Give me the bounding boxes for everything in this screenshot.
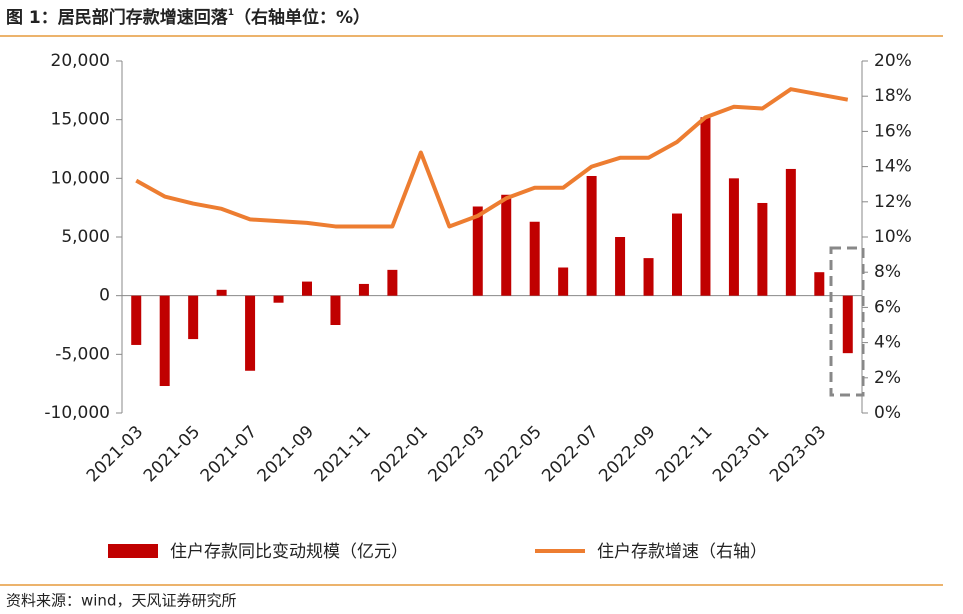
x-tick-label: 2022-07 [538, 422, 602, 486]
y2-tick-label: 20% [874, 51, 912, 71]
bar [330, 295, 341, 325]
x-tick-label: 2021-09 [254, 422, 318, 486]
y-tick-label: 5,000 [61, 227, 110, 247]
bar [785, 168, 796, 296]
y2-tick-label: 14% [874, 157, 912, 177]
x-tick-label: 2023-01 [709, 422, 773, 486]
highlight-box [829, 246, 865, 397]
bar [529, 221, 540, 296]
x-tick-label: 2023-03 [766, 422, 830, 486]
x-tick-label: 2021-05 [140, 422, 204, 486]
x-tick-label: 2022-05 [481, 422, 545, 486]
line [135, 87, 849, 229]
y-tick-label: 15,000 [51, 110, 110, 130]
bar [558, 267, 569, 296]
bar [842, 295, 853, 354]
y-tick-label: 0 [99, 286, 110, 306]
x-tick-label: 2022-09 [595, 422, 659, 486]
bar [615, 237, 626, 296]
x-tick-label: 2022-01 [368, 422, 432, 486]
chart-title: 图 1：居民部门存款增速回落1（右轴单位：%） [6, 7, 370, 28]
y-tick-label: 10,000 [51, 168, 110, 188]
legend-label: 住户存款同比变动规模（亿元） [170, 542, 408, 562]
bar [387, 269, 398, 296]
y2-tick-label: 6% [874, 297, 901, 317]
bar [188, 295, 199, 340]
x-tick-label: 2021-03 [83, 422, 147, 486]
bar [358, 283, 369, 296]
x-tick-label: 2022-03 [424, 422, 488, 486]
y2-tick-label: 2% [874, 368, 901, 388]
y-tick-label: 20,000 [51, 51, 110, 71]
title-note: 1 [228, 8, 234, 18]
bar [245, 295, 256, 371]
y-tick-label: -5,000 [55, 344, 110, 364]
bar [757, 202, 768, 296]
bar [501, 194, 512, 296]
source: 资料来源：wind，天风证券研究所 [6, 592, 236, 610]
bar [672, 213, 682, 296]
bar [131, 295, 142, 345]
x-tick-label: 2022-11 [652, 422, 716, 486]
y2-tick-label: 4% [874, 333, 901, 353]
y2-tick-label: 0% [874, 403, 901, 423]
y2-tick-label: 18% [874, 86, 912, 106]
bar [273, 295, 284, 303]
y2-tick-label: 8% [874, 262, 901, 282]
y2-tick-label: 12% [874, 192, 912, 212]
bar [586, 175, 597, 296]
bar [159, 295, 170, 387]
title-main: 图 1：居民部门存款增速回落 [6, 7, 229, 28]
x-tick-label: 2021-11 [311, 422, 375, 486]
y2-tick-label: 16% [874, 121, 912, 141]
x-tick-label: 2021-07 [197, 422, 261, 486]
bar [643, 258, 654, 296]
bar [700, 117, 711, 296]
bar [302, 281, 312, 296]
title-suffix: （右轴单位：%） [234, 7, 370, 28]
bar [728, 178, 739, 296]
y-tick-label: -10,000 [44, 403, 110, 423]
bar [814, 272, 825, 296]
bar [472, 206, 483, 296]
legend-swatch [108, 544, 158, 558]
y2-tick-label: 10% [874, 227, 912, 247]
legend-label: 住户存款增速（右轴） [597, 542, 767, 562]
bar [216, 289, 227, 296]
